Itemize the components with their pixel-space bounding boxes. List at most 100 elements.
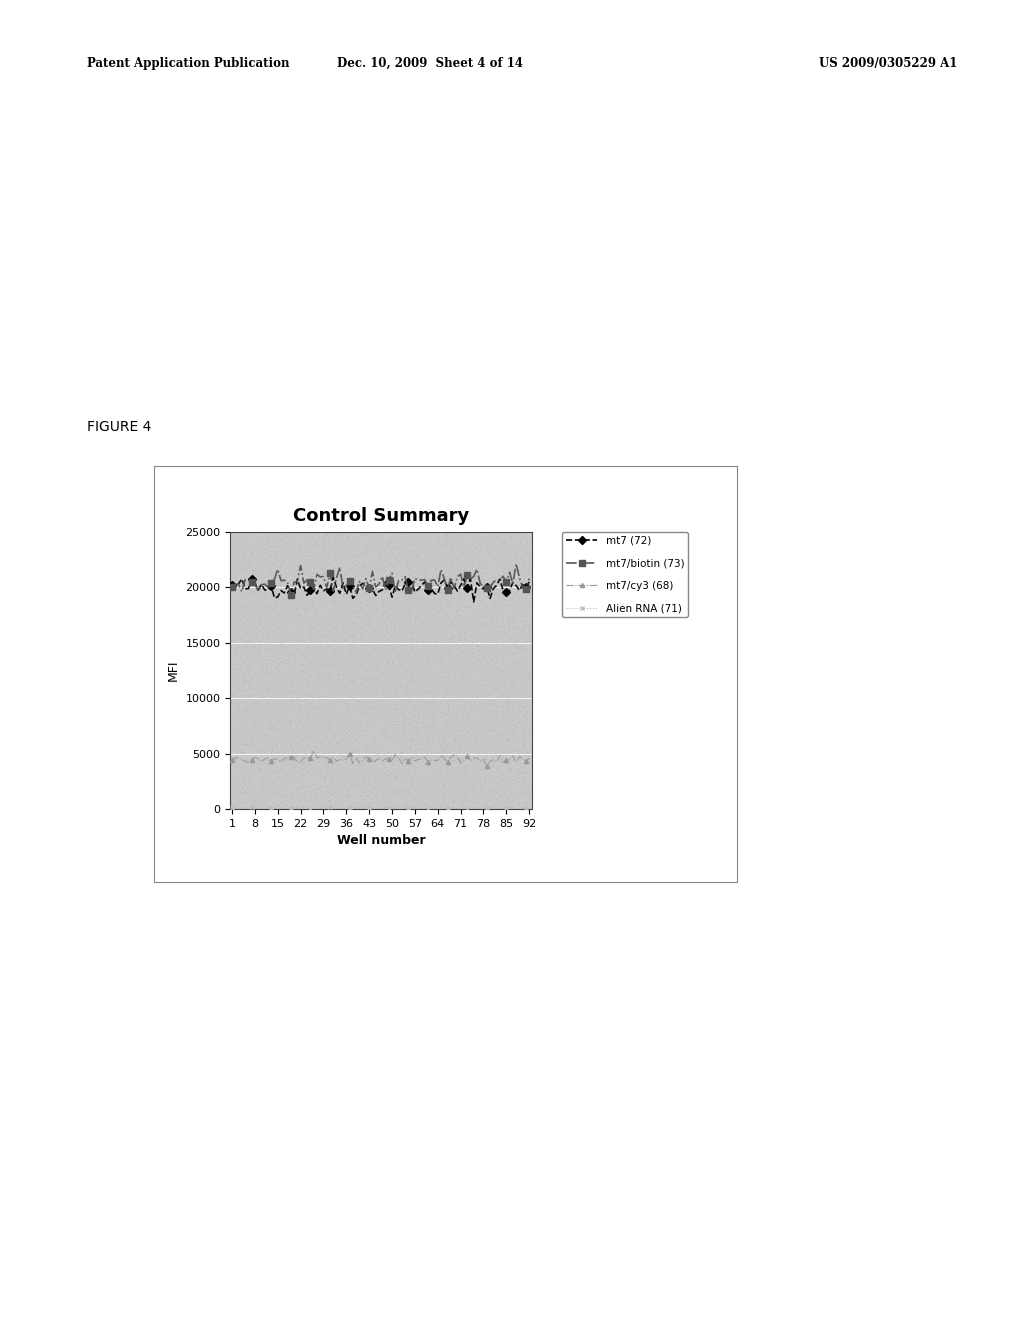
Point — [429, 694, 445, 715]
Point — [446, 627, 463, 648]
Point — [257, 717, 273, 738]
Point — [327, 570, 343, 591]
Point — [472, 649, 488, 671]
Point — [313, 738, 330, 759]
Point — [472, 759, 488, 780]
Point — [252, 759, 268, 780]
Point — [516, 573, 532, 594]
Point — [294, 672, 310, 693]
Point — [286, 527, 302, 548]
Point — [349, 607, 366, 628]
Point — [247, 638, 263, 659]
Point — [246, 615, 262, 636]
Point — [424, 675, 440, 696]
Point — [513, 696, 529, 717]
Point — [386, 541, 402, 562]
Point — [286, 698, 302, 719]
Point — [439, 566, 456, 587]
Point — [310, 572, 327, 593]
Point — [282, 673, 298, 694]
Point — [361, 552, 378, 573]
Point — [493, 789, 509, 810]
Point — [421, 560, 437, 581]
Point — [392, 748, 409, 770]
Point — [362, 706, 379, 727]
Point — [322, 760, 338, 781]
Point — [293, 524, 309, 545]
Point — [294, 549, 310, 570]
Point — [423, 735, 439, 756]
Point — [346, 630, 362, 651]
Point — [484, 667, 501, 688]
Point — [498, 677, 514, 698]
Point — [376, 607, 392, 628]
Point — [430, 569, 446, 590]
Point — [424, 553, 440, 574]
Point — [415, 675, 431, 696]
Point — [358, 729, 375, 750]
Point — [326, 784, 342, 805]
Point — [343, 558, 359, 579]
Point — [253, 556, 269, 577]
Point — [330, 648, 346, 669]
Point — [316, 706, 333, 727]
Point — [485, 767, 502, 788]
Point — [501, 694, 517, 715]
Point — [441, 623, 458, 644]
Point — [480, 651, 497, 672]
Point — [269, 661, 286, 682]
Point — [461, 704, 477, 725]
Point — [340, 685, 356, 706]
Point — [253, 799, 269, 820]
Point — [478, 585, 495, 606]
Point — [368, 783, 384, 804]
Point — [474, 632, 490, 653]
Point — [325, 693, 341, 714]
Point — [333, 730, 349, 751]
Point — [292, 678, 308, 700]
Point — [407, 764, 423, 785]
Point — [508, 572, 524, 593]
Point — [258, 682, 274, 704]
Point — [372, 711, 388, 733]
Point — [435, 680, 452, 701]
Point — [434, 632, 451, 653]
Point — [447, 746, 464, 767]
Point — [485, 718, 502, 739]
Point — [365, 725, 381, 746]
Point — [444, 579, 461, 601]
Point — [317, 787, 334, 808]
Point — [518, 704, 535, 725]
Point — [299, 659, 315, 680]
Point — [226, 524, 243, 545]
Point — [450, 593, 466, 614]
Point — [239, 697, 255, 718]
Point — [438, 681, 455, 702]
Point — [386, 784, 402, 805]
Point — [438, 697, 455, 718]
Point — [346, 545, 362, 566]
Point — [499, 550, 515, 572]
Point — [504, 561, 520, 582]
Point — [255, 660, 271, 681]
Point — [387, 785, 403, 807]
Point — [288, 525, 304, 546]
Point — [318, 777, 335, 799]
Point — [292, 533, 308, 554]
Point — [512, 525, 528, 546]
Point — [339, 627, 355, 648]
Point — [517, 739, 534, 760]
Point — [380, 535, 396, 556]
Point — [330, 665, 346, 686]
Point — [289, 558, 305, 579]
Point — [241, 711, 257, 733]
Point — [352, 754, 369, 775]
Point — [481, 539, 498, 560]
Point — [498, 766, 514, 787]
Point — [253, 634, 269, 655]
Point — [245, 705, 261, 726]
Point — [340, 792, 356, 813]
Point — [229, 610, 246, 631]
Point — [240, 706, 256, 727]
Point — [321, 546, 337, 568]
